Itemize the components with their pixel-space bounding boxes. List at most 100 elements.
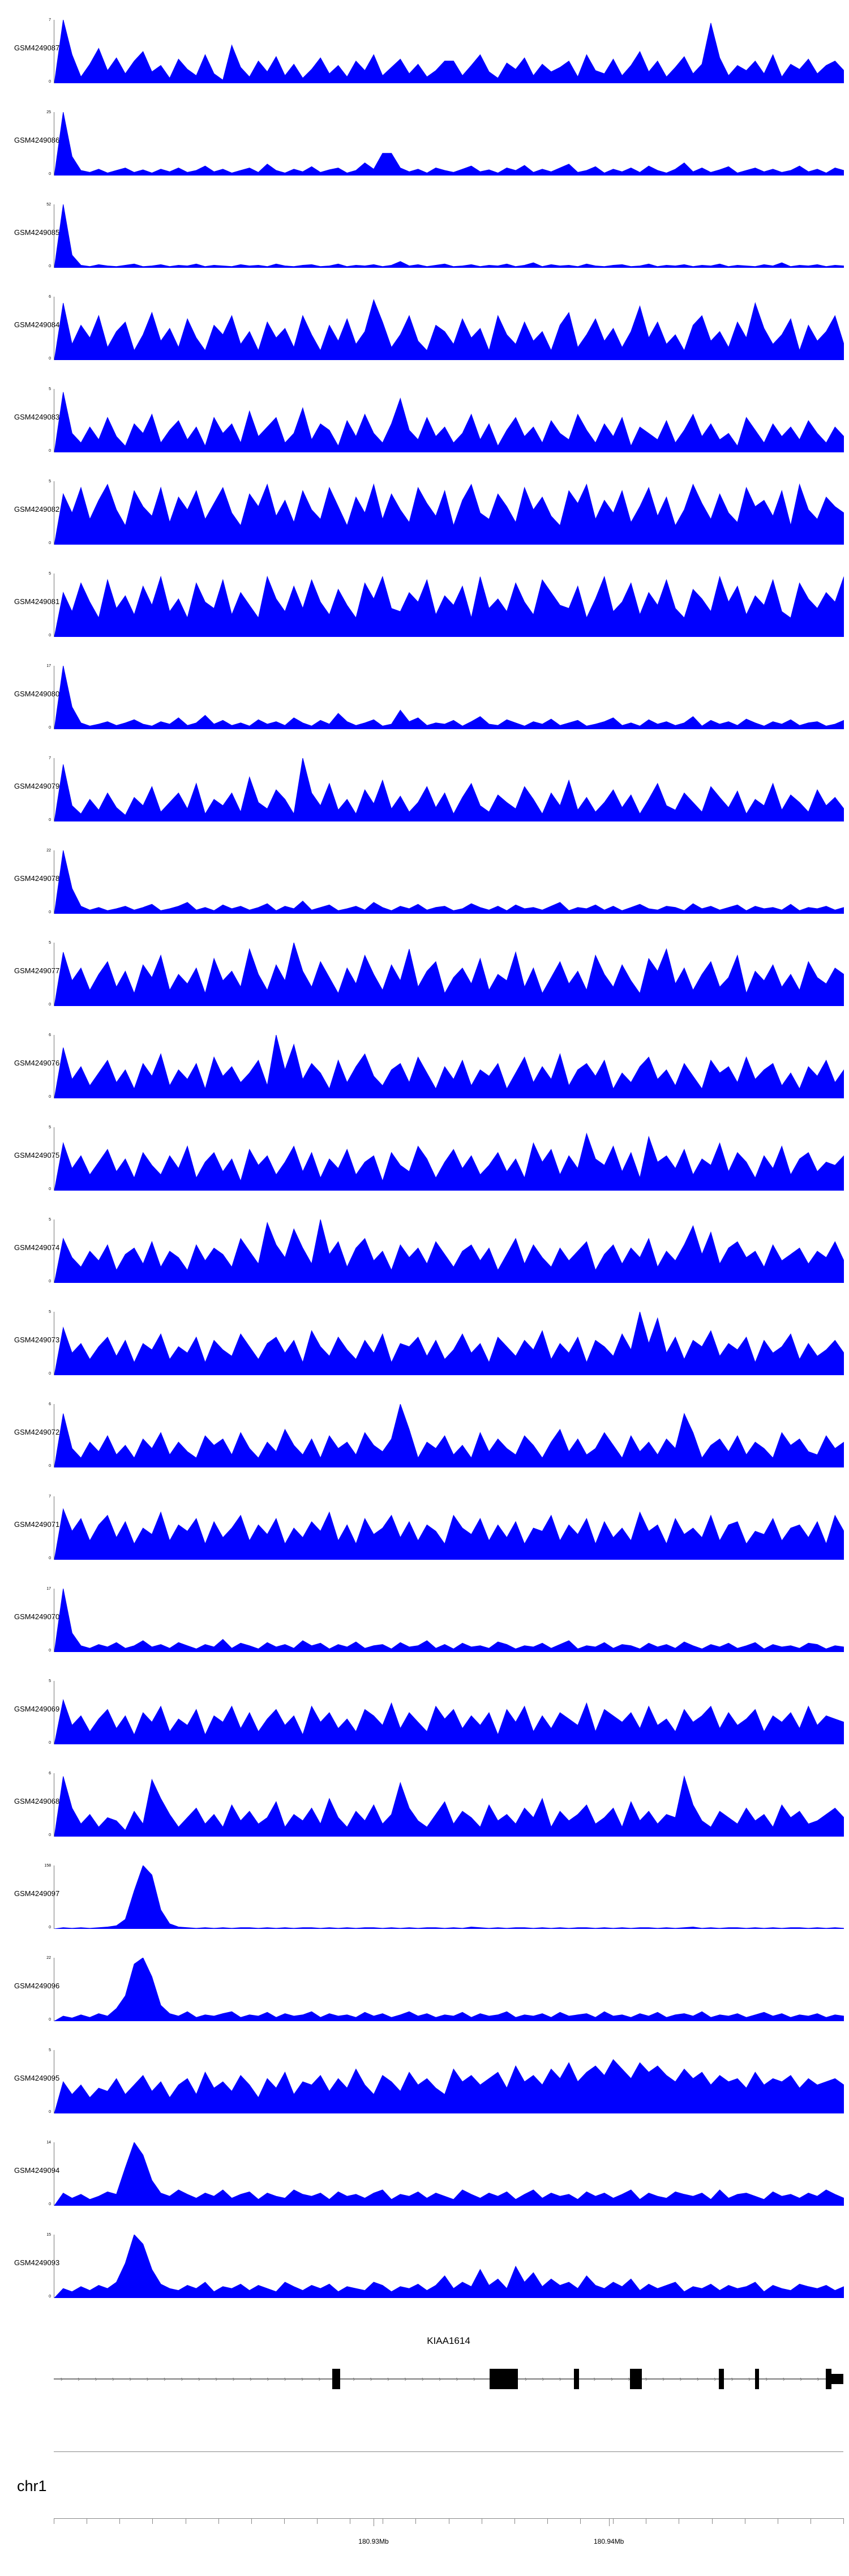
gene-model: › › › › › › › › › › › › › › › › › › › › › › › › › › › › › › › › › › › › › › › ›… (54, 2367, 843, 2391)
y-axis-min-label: 0 (49, 818, 51, 822)
coverage-track-row: GSM4249080 17 0 (0, 652, 849, 744)
intron-line (54, 2378, 843, 2380)
axis-tick (580, 2518, 581, 2524)
axis-tick (284, 2518, 285, 2524)
strand-arrow-icon: › (181, 2374, 183, 2383)
exon-box (826, 2369, 832, 2389)
strand-arrow-icon: › (78, 2374, 80, 2383)
strand-arrow-icon: › (146, 2374, 149, 2383)
strand-arrow-icon: › (714, 2374, 717, 2383)
y-axis-max-label: 5 (49, 941, 51, 945)
track-label: GSM4249069 (14, 1705, 60, 1713)
coverage-plot (54, 1958, 844, 2021)
track-label: GSM4249093 (14, 2258, 60, 2267)
y-axis-max-label: 15 (46, 2233, 51, 2237)
coverage-track-row: GSM4249070 17 0 (0, 1574, 849, 1667)
coverage-plot (54, 1312, 844, 1375)
track-label: GSM4249070 (14, 1612, 60, 1621)
y-axis-min-label: 0 (49, 541, 51, 545)
coverage-track-row: GSM4249084 6 0 (0, 283, 849, 375)
y-axis-max-label: 22 (46, 849, 51, 853)
coverage-track-row: GSM4249081 5 0 (0, 559, 849, 652)
track-label: GSM4249071 (14, 1520, 60, 1529)
track-label: GSM4249074 (14, 1243, 60, 1252)
coverage-plot (54, 943, 844, 1006)
exon-box (574, 2369, 579, 2389)
strand-arrow-icon: › (215, 2374, 218, 2383)
coverage-track-row: GSM4249096 22 0 (0, 1944, 849, 2036)
coverage-track-row: GSM4249077 5 0 (0, 928, 849, 1021)
track-label: GSM4249079 (14, 782, 60, 790)
axis-tick (218, 2518, 219, 2524)
y-axis-max-label: 6 (49, 295, 51, 299)
coverage-track-row: GSM4249087 7 0 (0, 6, 849, 98)
track-label: GSM4249081 (14, 597, 60, 606)
axis-coordinate-label: 180.93Mb (358, 2538, 389, 2545)
y-axis-min-label: 0 (49, 357, 51, 361)
track-label: GSM4249095 (14, 2074, 60, 2082)
coverage-plot (54, 1219, 844, 1283)
track-label: GSM4249073 (14, 1336, 60, 1344)
strand-arrow-icon: › (782, 2374, 786, 2383)
exon-box (332, 2369, 341, 2389)
y-axis-max-label: 6 (49, 1402, 51, 1406)
y-axis-max-label: 14 (46, 2141, 51, 2145)
strand-arrow-icon: › (60, 2374, 63, 2383)
coverage-track-row: GSM4249082 5 0 (0, 467, 849, 559)
y-axis-min-label: 0 (49, 2110, 51, 2114)
coverage-plot (54, 1773, 844, 1837)
axis-tick (613, 2518, 614, 2524)
track-label: GSM4249082 (14, 505, 60, 514)
y-axis-max-label: 7 (49, 18, 51, 22)
coverage-plot (54, 666, 844, 729)
strand-arrow-icon: › (679, 2374, 682, 2383)
coverage-track-row: GSM4249076 6 0 (0, 1021, 849, 1113)
strand-arrow-icon: › (765, 2374, 768, 2383)
y-axis-min-label: 0 (49, 1649, 51, 1653)
y-axis-min-label: 0 (49, 449, 51, 453)
exon-box (831, 2374, 843, 2384)
gene-track: KIAA1614 › › › › › › › › › › › › › › › › › › › › › › › › › › › › › › ›… (54, 2335, 843, 2426)
coverage-plot (54, 1681, 844, 1744)
strand-arrow-icon: › (164, 2374, 166, 2383)
y-axis-max-label: 17 (46, 664, 51, 668)
coverage-plot (54, 850, 844, 914)
strand-arrow-icon: › (370, 2374, 372, 2383)
coverage-plot (54, 2235, 844, 2298)
y-axis-min-label: 0 (49, 1925, 51, 1929)
coverage-plot (54, 112, 844, 176)
track-label: GSM4249076 (14, 1059, 60, 1067)
strand-arrow-icon: › (610, 2374, 614, 2383)
exon-box (630, 2369, 642, 2389)
y-axis-min-label: 0 (49, 1464, 51, 1468)
strand-arrow-icon: › (284, 2374, 287, 2383)
track-label: GSM4249083 (14, 413, 60, 421)
coverage-tracks: GSM4249087 7 0 GSM4249086 25 0 GSM4249085 52 0 GS… (0, 6, 849, 2313)
coverage-plot (54, 1496, 844, 1560)
coverage-track-row: GSM4249097 158 0 (0, 1851, 849, 1944)
y-axis-min-label: 0 (49, 1372, 51, 1376)
axis-tick (711, 2518, 713, 2524)
coverage-track-row: GSM4249073 5 0 (0, 1298, 849, 1390)
coverage-plot (54, 1127, 844, 1191)
axis-ruler: 180.93Mb 180.94Mb (54, 2518, 844, 2545)
coverage-track-row: GSM4249072 6 0 (0, 1390, 849, 1482)
y-axis-min-label: 0 (49, 1833, 51, 1837)
coverage-plot (54, 758, 844, 821)
coverage-track-row: GSM4249078 22 0 (0, 836, 849, 928)
y-axis-max-label: 22 (46, 1956, 51, 1960)
coverage-plot (54, 2142, 844, 2206)
y-axis-min-label: 0 (49, 1187, 51, 1191)
track-label: GSM4249075 (14, 1151, 60, 1159)
strand-arrow-icon: › (267, 2374, 269, 2383)
strand-arrow-icon: › (404, 2374, 407, 2383)
coverage-plot (54, 1035, 844, 1098)
strand-arrow-icon: › (95, 2374, 97, 2383)
axis-coordinate-label: 180.94Mb (593, 2538, 624, 2545)
coverage-plot (54, 1865, 844, 1929)
strand-arrow-icon: › (318, 2374, 321, 2383)
coverage-plot (54, 204, 844, 268)
y-axis-min-label: 0 (49, 2202, 51, 2206)
y-axis-max-label: 17 (46, 1587, 51, 1591)
y-axis-min-label: 0 (49, 1003, 51, 1007)
